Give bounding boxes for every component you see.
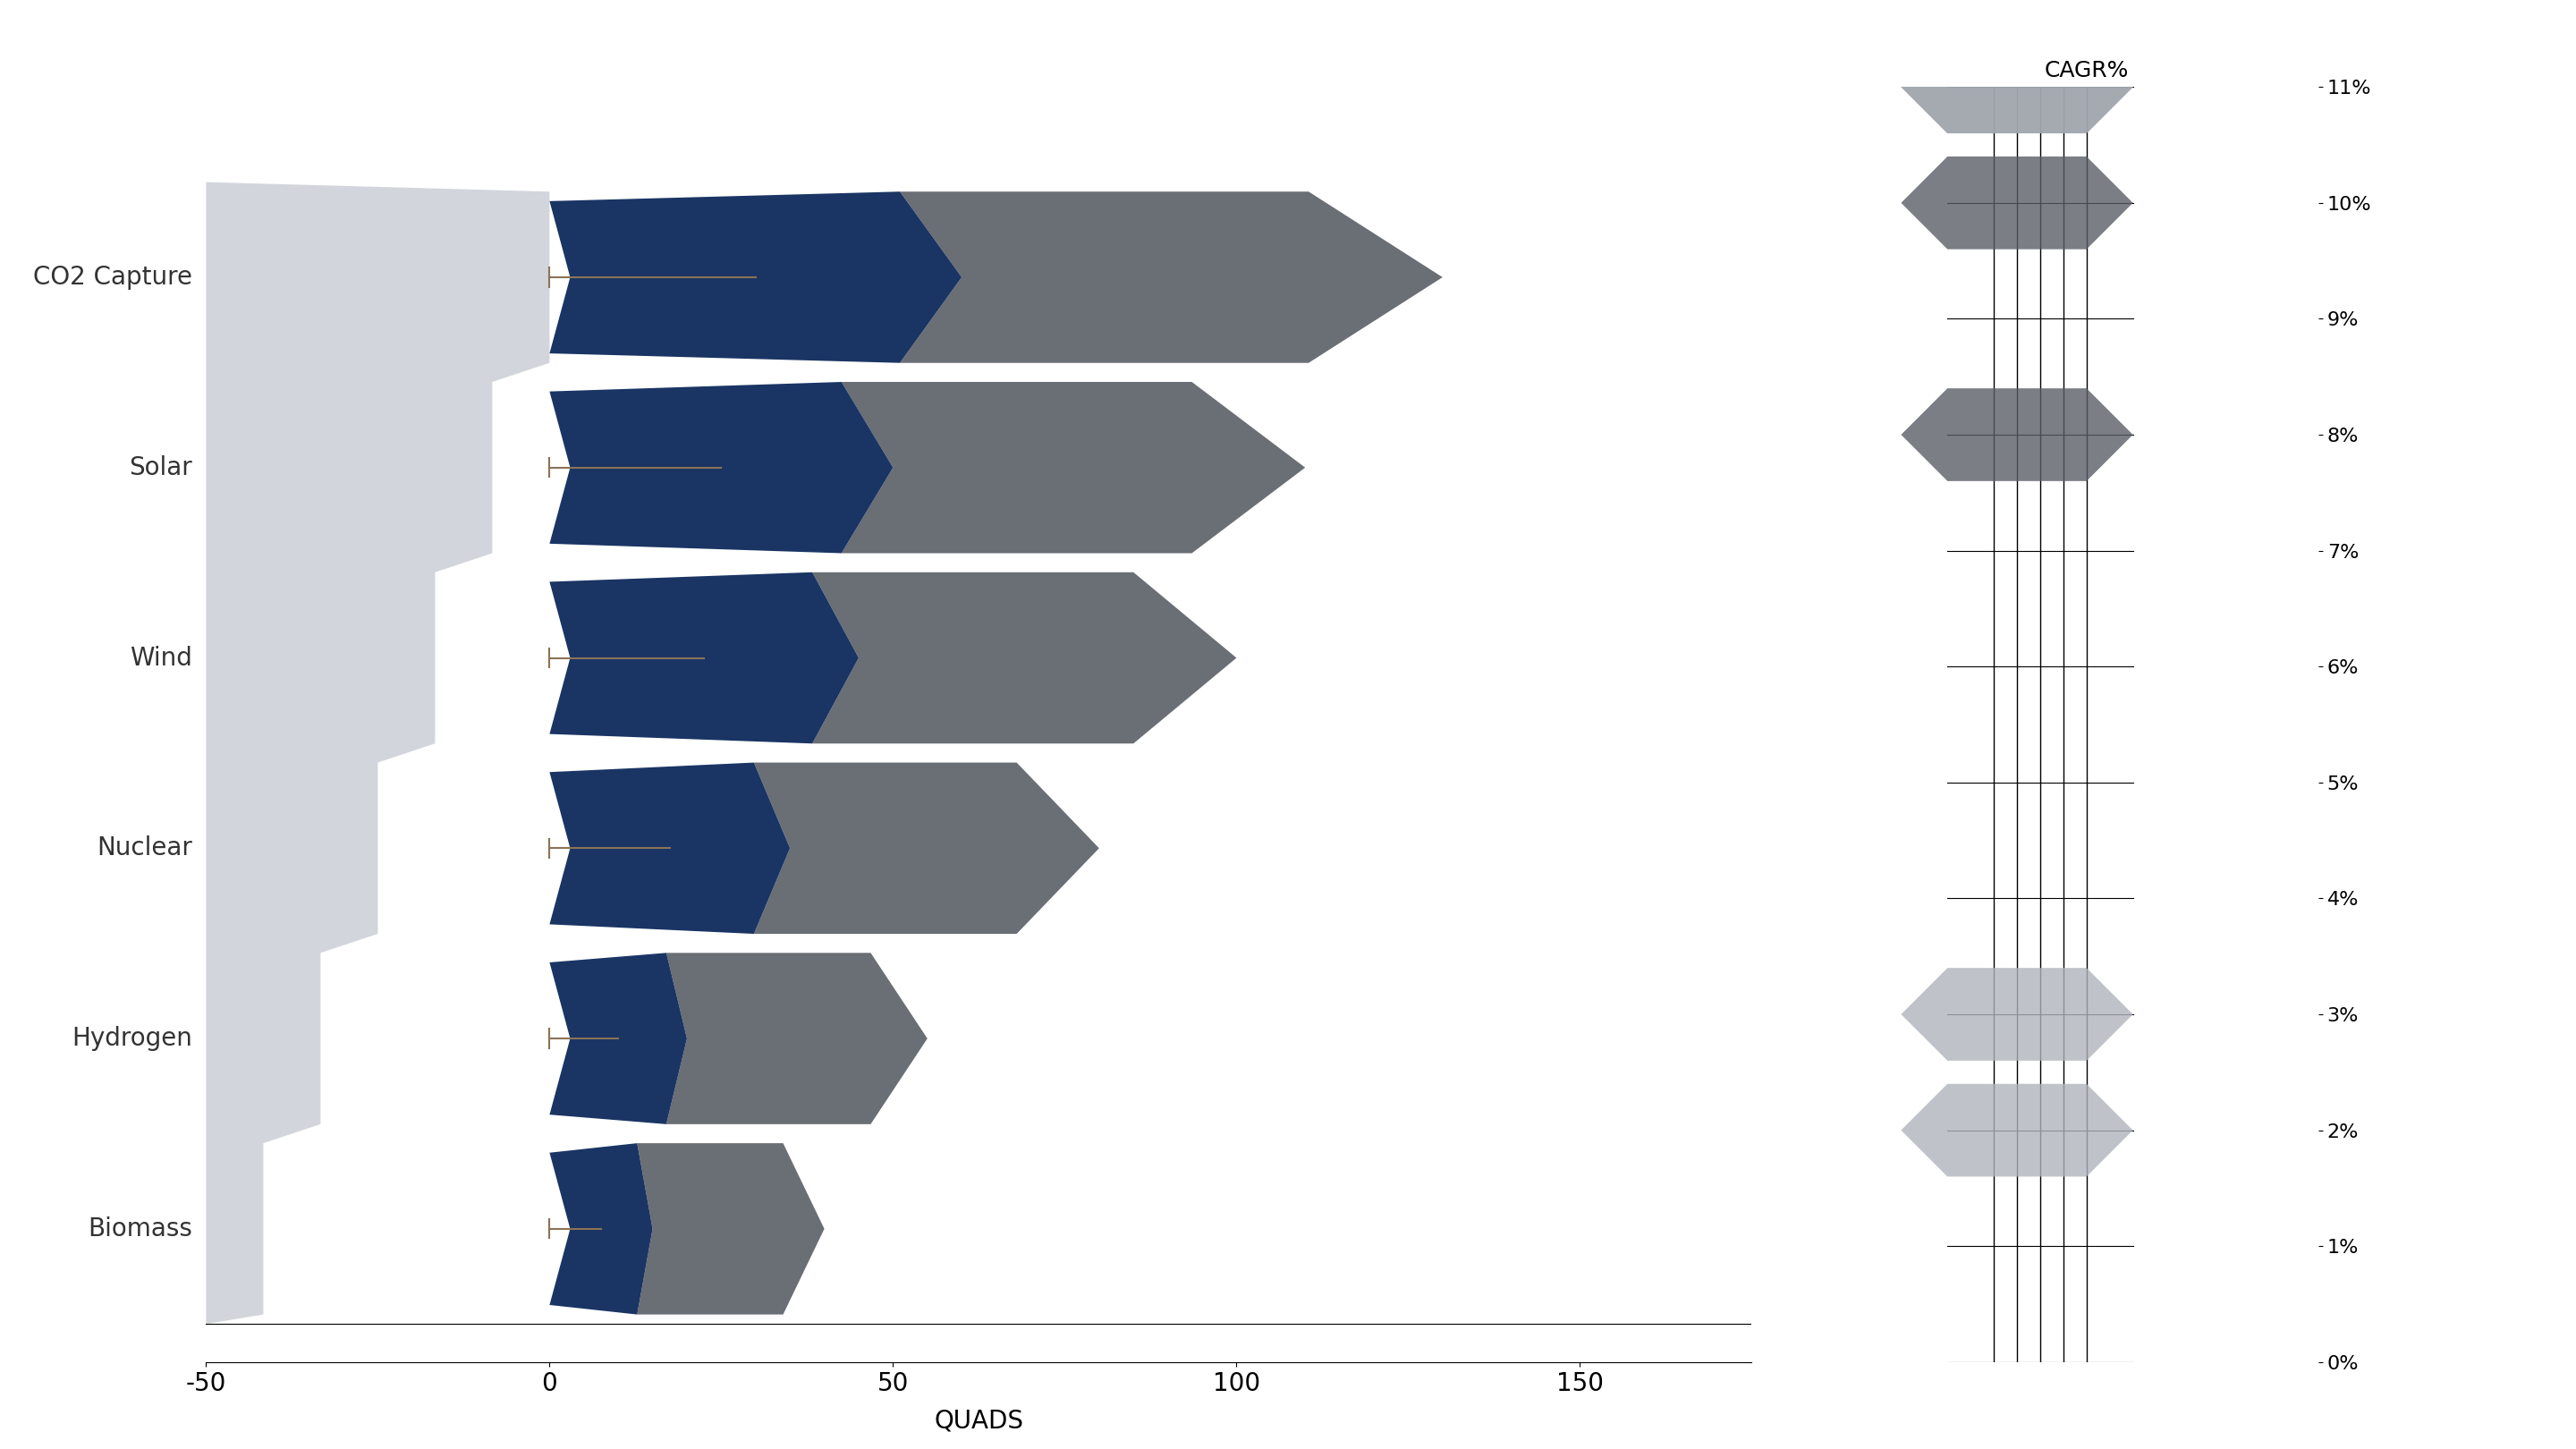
Polygon shape [842,383,1306,554]
Polygon shape [755,762,1100,933]
Text: Solar: Solar [129,455,193,480]
Polygon shape [549,762,791,933]
Polygon shape [206,183,549,1324]
Polygon shape [811,572,1236,743]
Polygon shape [1901,41,2133,133]
Polygon shape [1901,968,2133,1061]
Polygon shape [549,1143,652,1314]
Text: Wind: Wind [129,645,193,671]
X-axis label: QUADS: QUADS [935,1408,1023,1433]
Text: CO2 Capture: CO2 Capture [33,265,193,290]
Text: Hydrogen: Hydrogen [72,1026,193,1051]
Title: CAGR%: CAGR% [2045,59,2128,81]
Polygon shape [549,191,961,362]
Polygon shape [1901,388,2133,481]
Polygon shape [1901,41,2133,133]
Polygon shape [549,953,688,1124]
Text: Biomass: Biomass [88,1216,193,1242]
Polygon shape [636,1143,824,1314]
Polygon shape [549,383,894,554]
Text: Nuclear: Nuclear [98,836,193,861]
Polygon shape [1901,156,2133,249]
Polygon shape [667,953,927,1124]
Polygon shape [549,572,858,743]
Polygon shape [899,191,1443,362]
Polygon shape [1901,1084,2133,1177]
